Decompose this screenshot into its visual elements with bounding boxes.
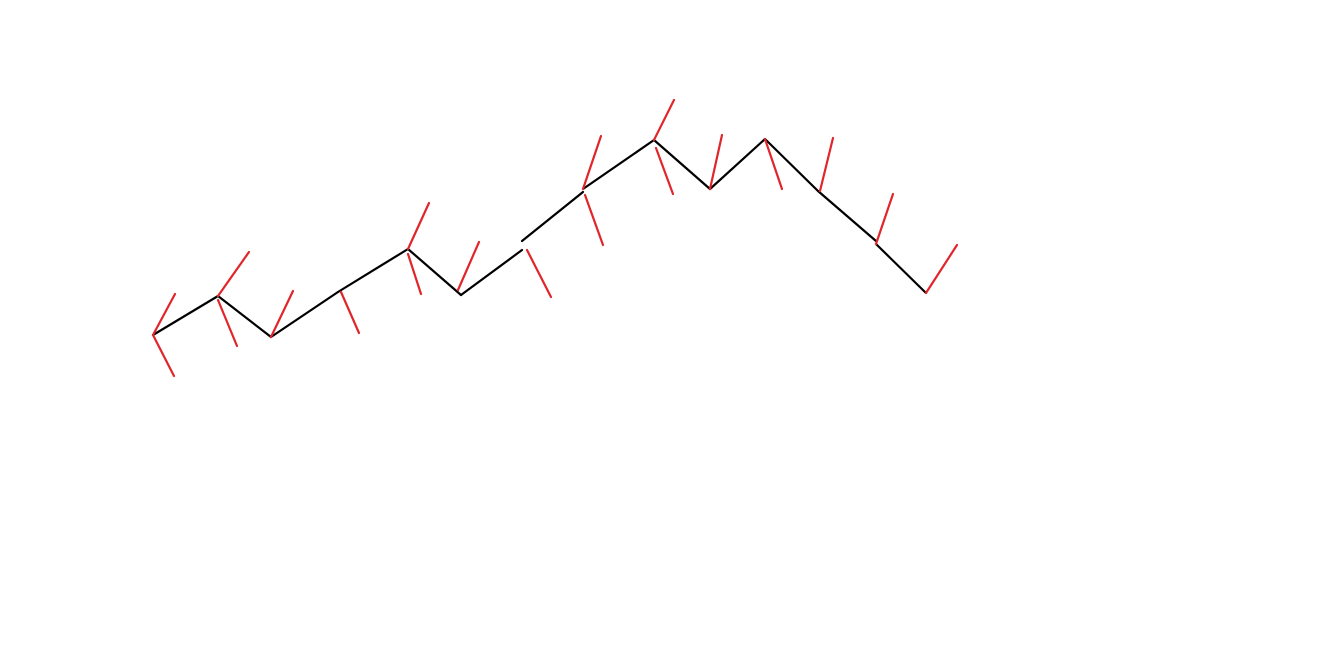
red-tick-5 — [269, 289, 295, 339]
chain-segment-8 — [581, 138, 656, 191]
red-tick-18 — [874, 192, 895, 246]
red-tick-marks — [151, 98, 959, 378]
chain-segment-13 — [874, 242, 928, 295]
red-tick-15 — [708, 133, 724, 191]
red-tick-13 — [652, 98, 676, 142]
chain-segment-2 — [216, 294, 273, 339]
chain-segment-11 — [763, 137, 820, 193]
chain-segment-10 — [708, 137, 767, 191]
red-tick-9 — [456, 240, 481, 292]
chain-segment-12 — [816, 189, 878, 243]
red-tick-8 — [406, 252, 423, 296]
red-tick-17 — [818, 136, 835, 193]
red-tick-16 — [763, 137, 784, 191]
red-tick-7 — [406, 201, 431, 251]
chain-segment-9 — [652, 138, 712, 191]
red-tick-3 — [216, 250, 251, 298]
red-tick-12 — [583, 193, 605, 247]
chain-segment-1 — [151, 294, 220, 337]
red-tick-14 — [654, 146, 675, 196]
red-tick-1 — [151, 292, 177, 337]
red-tick-19 — [924, 243, 959, 295]
chain-segment-5 — [406, 247, 463, 297]
red-tick-11 — [581, 134, 603, 191]
red-tick-2 — [151, 333, 176, 378]
chain-segment-3 — [269, 290, 340, 339]
red-tick-10 — [525, 248, 553, 299]
chain-segment-4 — [336, 247, 410, 294]
zigzag-chain — [151, 137, 928, 339]
chain-segment-6 — [459, 248, 524, 297]
red-tick-4 — [216, 298, 239, 348]
red-tick-6 — [339, 290, 361, 335]
chain-segment-7 — [520, 190, 585, 243]
